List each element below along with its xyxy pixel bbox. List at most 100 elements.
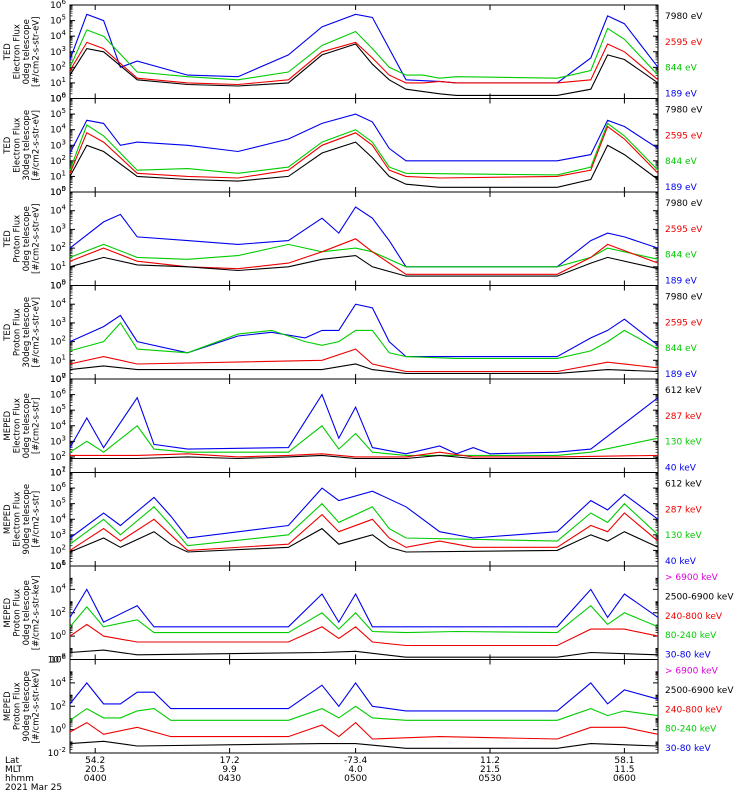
y-tick-label: 106 <box>50 481 66 494</box>
y-tick-label: 102 <box>50 335 66 348</box>
y-tick-label: 104 <box>50 512 66 525</box>
x-tick-label: 9.9 <box>222 765 237 775</box>
y-axis-label: MEPEDProton Flux90deg telescope[#/cm2-s-… <box>3 669 42 744</box>
x-tick-label: 20.5 <box>85 765 105 775</box>
legend-entry: 189 eV <box>665 183 698 193</box>
series-line <box>69 681 659 712</box>
series-line <box>69 13 659 84</box>
y-tick-label: 101 <box>50 559 66 572</box>
y-tick-label: 106 <box>50 92 66 105</box>
series-line <box>69 321 659 359</box>
y-tick-label: 101 <box>50 260 66 273</box>
y-tick-label: 102 <box>50 699 66 712</box>
y-tick-label: 106 <box>50 653 66 666</box>
y-tick-label: 104 <box>50 676 66 689</box>
series-line <box>69 425 659 456</box>
legend-entry: > 6900 keV <box>665 667 719 677</box>
x-tick-label: 0530 <box>479 774 502 784</box>
y-tick-label: 103 <box>50 45 66 58</box>
legend-entry: 40 keV <box>665 464 697 474</box>
legend-entry: 40 keV <box>665 557 697 567</box>
legend-entry: > 6900 keV <box>665 573 719 583</box>
series-line <box>69 348 659 373</box>
y-tick-label: 105 <box>50 14 66 27</box>
y-tick-label: 105 <box>50 279 66 292</box>
y-axis-label: TEDElectron Flux30deg telescope[#/cm2-s-… <box>3 110 42 181</box>
legend-entry: 612 keV <box>665 386 702 396</box>
series-line <box>69 512 659 551</box>
y-tick-label: 101 <box>50 466 66 479</box>
y-tick-label: 102 <box>50 606 66 619</box>
date-label: 2021 Mar 25 <box>5 783 62 793</box>
y-tick-label: 102 <box>50 543 66 556</box>
series-line <box>69 604 659 634</box>
y-tick-label: 103 <box>50 434 66 447</box>
y-tick-label: 105 <box>50 107 66 120</box>
series-line <box>69 238 659 275</box>
legend-entry: 612 keV <box>665 480 702 490</box>
y-tick-label: 104 <box>50 123 66 136</box>
series-line <box>69 721 659 740</box>
series-line <box>69 141 659 188</box>
y-tick-label: 102 <box>50 154 66 167</box>
legend-entry: 7980 eV <box>665 12 703 22</box>
series-line <box>70 454 658 460</box>
series-line <box>69 243 659 268</box>
y-tick-label: 100 <box>50 372 66 385</box>
y-tick-label: 102 <box>50 241 66 254</box>
y-tick-label: 101 <box>50 76 66 89</box>
legend-entry: 844 eV <box>665 344 698 354</box>
y-tick-label: 107 <box>50 466 66 479</box>
y-tick-label: 106 <box>50 0 66 11</box>
x-tick-label: 0430 <box>218 774 241 784</box>
series-line <box>69 363 659 374</box>
legend-entry: 2595 eV <box>665 318 703 328</box>
series-line <box>69 740 659 749</box>
legend-entry: 30-80 keV <box>665 744 711 754</box>
series-line <box>69 255 659 277</box>
legend-entry: 189 eV <box>665 370 698 380</box>
x-row-label: Lat <box>5 756 20 766</box>
y-tick-label: 10-2 <box>48 746 66 759</box>
series-line <box>69 43 659 96</box>
legend-entry: 189 eV <box>665 277 698 287</box>
legend-entry: 844 eV <box>665 251 698 261</box>
x-tick-label: -73.4 <box>344 756 368 766</box>
legend-entry: 80-240 keV <box>665 631 717 641</box>
legend-entry: 2595 eV <box>665 38 703 48</box>
x-tick-label: 11.2 <box>480 756 500 766</box>
legend-entry: 7980 eV <box>665 293 703 303</box>
y-tick-label: 106 <box>50 388 66 401</box>
series-line <box>69 125 659 179</box>
panel-frame <box>69 472 659 567</box>
y-tick-label: 107 <box>50 372 66 385</box>
y-tick-label: 106 <box>50 559 66 572</box>
y-tick-label: 104 <box>50 582 66 595</box>
y-axis-label: MEPEDProton Flux0deg telescope[#/cm2-s-s… <box>3 575 42 650</box>
y-tick-label: 105 <box>50 403 66 416</box>
y-tick-label: 100 <box>50 92 66 105</box>
x-tick-label: 11.5 <box>614 765 634 775</box>
legend-entry: 80-240 keV <box>665 725 717 735</box>
x-tick-label: 0400 <box>84 774 107 784</box>
legend-entry: 7980 eV <box>665 106 703 116</box>
x-row-label: MLT <box>5 765 23 775</box>
y-axis-label: TEDProton Flux0deg telescope[#/cm2-s-str… <box>3 204 42 274</box>
series-line <box>69 393 659 455</box>
y-tick-label: 104 <box>50 29 66 42</box>
legend-entry: 130 keV <box>665 531 702 541</box>
x-tick-label: 54.2 <box>85 756 105 766</box>
series-line <box>69 27 659 81</box>
y-tick-label: 101 <box>50 353 66 366</box>
y-tick-label: 104 <box>50 204 66 217</box>
legend-entry: 189 eV <box>665 90 698 100</box>
x-tick-label: 0600 <box>613 774 636 784</box>
series-line <box>69 588 659 628</box>
legend-entry: 240-800 keV <box>665 612 723 622</box>
legend-entry: 7980 eV <box>665 199 703 209</box>
x-tick-label: 58.1 <box>614 756 634 766</box>
series-line <box>69 649 659 658</box>
legend-entry: 240-800 keV <box>665 705 723 715</box>
legend-entry: 844 eV <box>665 157 698 167</box>
